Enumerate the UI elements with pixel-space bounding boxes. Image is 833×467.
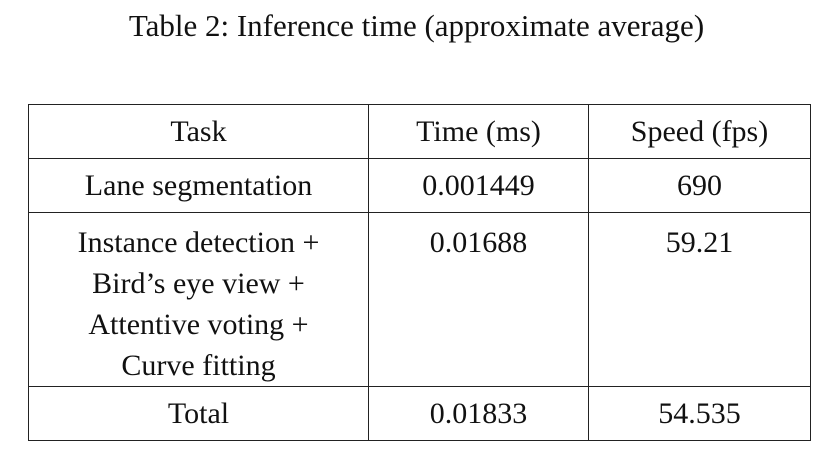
task-line: Total <box>167 396 230 430</box>
speed-cell: 690 <box>588 158 811 213</box>
table-row: Instance detection + Bird’s eye view + A… <box>28 212 811 387</box>
inference-time-table: Task Time (ms) Speed (fps) Lane segmenta… <box>28 104 811 441</box>
table-row: Lane segmentation 0.001449 690 <box>28 158 811 213</box>
time-cell: 0.01688 <box>368 212 589 387</box>
header-task: Task <box>28 104 369 159</box>
time-cell: 0.01833 <box>368 386 589 441</box>
task-line: Curve fitting <box>121 349 276 382</box>
task-line: Bird’s eye view + <box>92 267 305 300</box>
task-cell: Lane segmentation <box>28 158 369 213</box>
task-cell: Total <box>28 386 369 441</box>
table-caption: Table 2: Inference time (approximate ave… <box>128 8 705 43</box>
speed-cell: 59.21 <box>588 212 811 387</box>
task-line: Attentive voting + <box>88 308 309 341</box>
table-header-row: Task Time (ms) Speed (fps) <box>28 104 811 159</box>
header-time: Time (ms) <box>368 104 589 159</box>
task-cell: Instance detection + Bird’s eye view + A… <box>28 212 369 387</box>
time-cell: 0.001449 <box>368 158 589 213</box>
header-speed: Speed (fps) <box>588 104 811 159</box>
task-line: Instance detection + <box>77 226 320 259</box>
speed-cell: 54.535 <box>588 386 811 441</box>
task-line: Lane segmentation <box>84 168 313 202</box>
table-row: Total 0.01833 54.535 <box>28 386 811 441</box>
